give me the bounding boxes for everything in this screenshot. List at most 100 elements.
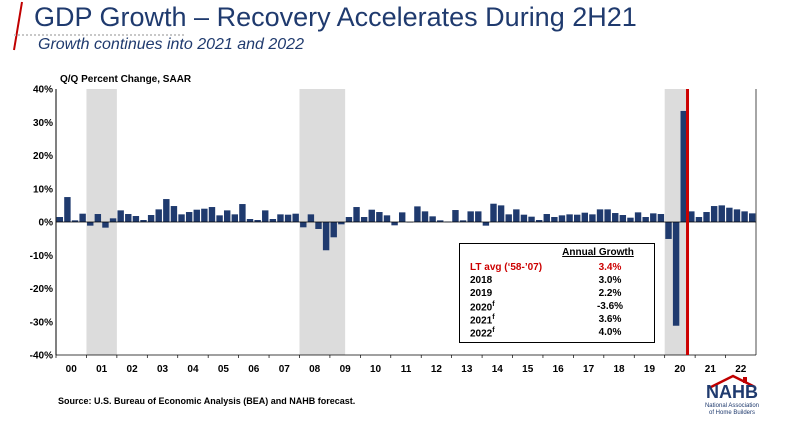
gdp-bar: [246, 219, 254, 222]
y-tick-label: 0%: [39, 218, 54, 229]
table-row: 2022f 4.0%: [470, 327, 645, 340]
gdp-bar: [208, 207, 216, 222]
gdp-bar: [695, 217, 703, 222]
gdp-bar: [216, 215, 223, 222]
gdp-bar: [604, 209, 611, 222]
gdp-bar: [170, 206, 178, 222]
annual-growth-table: Annual Growth LT avg (‘58-’07) 3.4% 2018 3.…: [459, 243, 655, 343]
gdp-bar: [718, 205, 725, 222]
gdp-bar: [277, 214, 284, 222]
gdp-bar: [345, 217, 353, 222]
page-subtitle: Growth continues into 2021 and 2022: [38, 36, 304, 53]
gdp-bar: [71, 220, 79, 222]
gdp-bar: [338, 222, 345, 225]
gdp-bar: [581, 212, 589, 222]
table-row-value: 2.2%: [598, 288, 622, 299]
x-tick-label: 22: [735, 364, 747, 375]
table-row-label: 2021f: [470, 314, 495, 327]
forecast-superscript: f: [492, 314, 495, 321]
gdp-bar: [672, 222, 680, 326]
gdp-bar: [231, 214, 239, 222]
gdp-bar: [262, 210, 269, 222]
x-tick-label: 14: [492, 364, 504, 375]
title-divider: [14, 34, 184, 36]
table-row-label: LT avg (‘58-’07): [470, 262, 543, 273]
y-tick-label: -20%: [30, 284, 53, 295]
gdp-bar: [376, 212, 383, 222]
gdp-bar: [360, 217, 368, 222]
table-row-value: -3.6%: [596, 301, 624, 312]
logo-subtitle-line-1: National Association: [704, 403, 760, 409]
gdp-bar: [269, 219, 277, 222]
gdp-bar: [688, 211, 695, 222]
gdp-bar: [513, 209, 520, 222]
gdp-bar: [322, 222, 330, 251]
y-tick-label: -40%: [30, 351, 53, 362]
gdp-bar: [163, 199, 170, 222]
x-tick-label: 01: [96, 364, 108, 375]
y-tick-label: 40%: [33, 85, 53, 96]
source-note: Source: U.S. Bureau of Economic Analysis…: [58, 396, 356, 406]
x-tick-label: 20: [674, 364, 686, 375]
gdp-bar: [132, 216, 140, 222]
gdp-bar: [391, 222, 398, 226]
table-row: 2019 2.2%: [470, 288, 645, 301]
gdp-bar: [185, 212, 193, 222]
gdp-bar: [87, 222, 94, 226]
gdp-bar: [201, 208, 208, 222]
gdp-bar: [421, 211, 429, 222]
logo-name: NAHB: [706, 382, 758, 402]
gdp-bar: [612, 213, 619, 222]
gdp-bar: [634, 212, 642, 222]
gdp-bar: [566, 214, 573, 222]
y-tick-label: 20%: [33, 151, 53, 162]
gdp-bar: [558, 215, 566, 222]
gdp-bar: [109, 218, 117, 222]
gdp-bar: [429, 216, 436, 222]
gdp-bar: [748, 213, 756, 222]
table-row: 2018 3.0%: [470, 275, 645, 288]
gdp-bar: [56, 217, 64, 222]
gdp-bar: [497, 205, 505, 222]
x-tick-label: 18: [613, 364, 625, 375]
gdp-bar: [383, 215, 391, 222]
gdp-bar: [353, 207, 360, 222]
gdp-bar: [680, 110, 687, 222]
gdp-bar: [292, 213, 299, 222]
gdp-bar: [543, 214, 550, 222]
gdp-bar: [520, 214, 528, 222]
x-tick-label: 11: [401, 364, 412, 375]
x-tick-label: 12: [431, 364, 443, 375]
accent-line: [13, 1, 23, 51]
x-tick-label: 13: [461, 364, 473, 375]
gdp-bar: [284, 214, 292, 222]
gdp-bar: [490, 203, 497, 222]
gdp-bar: [368, 209, 375, 222]
gdp-bar: [551, 217, 558, 222]
gdp-bar: [528, 216, 535, 222]
x-tick-label: 17: [583, 364, 595, 375]
y-axis-label: Q/Q Percent Change, SAAR: [60, 74, 192, 85]
x-tick-label: 16: [553, 364, 565, 375]
x-tick-label: 05: [218, 364, 230, 375]
x-tick-label: 03: [157, 364, 169, 375]
table-row-value: 4.0%: [598, 327, 622, 338]
x-tick-label: 15: [522, 364, 534, 375]
gdp-bar-chart: 40% 30% 20% 10% 0% -10% -20% -30% -40% 00 01 02 03 04…: [30, 85, 757, 375]
gdp-bar: [125, 214, 132, 222]
table-header: Annual Growth: [562, 247, 634, 258]
gdp-bar: [733, 209, 741, 222]
house-roof-icon: [710, 374, 756, 388]
gdp-bar: [505, 214, 512, 222]
x-tick-label: 08: [309, 364, 321, 375]
gdp-bar: [64, 197, 71, 222]
gdp-bar: [650, 213, 657, 222]
table-row-value: 3.4%: [598, 262, 622, 273]
y-tick-label: 10%: [33, 184, 53, 195]
gdp-bar: [657, 214, 665, 222]
gdp-bar: [239, 204, 246, 222]
table-row-label: 2019: [470, 288, 493, 299]
gdp-bar: [619, 215, 627, 222]
gdp-bar: [102, 222, 109, 228]
x-tick-label: 10: [370, 364, 382, 375]
